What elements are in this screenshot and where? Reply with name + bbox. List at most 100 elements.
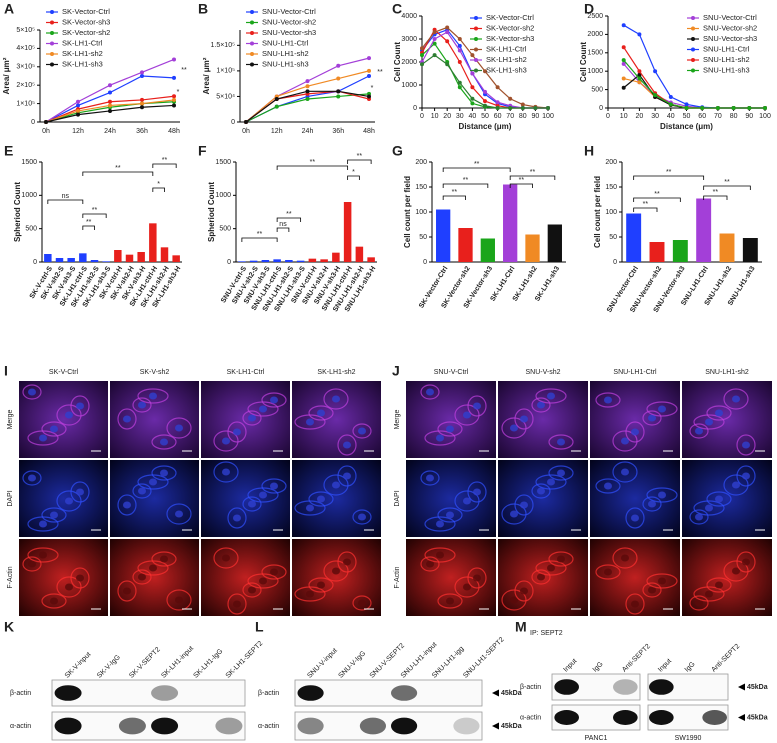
point [700, 106, 705, 110]
cell [689, 509, 709, 525]
cell [625, 593, 645, 615]
column-label: SNU-V-Ctrl [434, 369, 469, 376]
series-line [421, 42, 548, 109]
marker-arrow [492, 689, 499, 697]
cell [625, 507, 645, 529]
bar [55, 258, 64, 262]
y-tick-label: 1500 [21, 159, 37, 166]
x-tick-label: 30 [651, 113, 659, 120]
significance: * [352, 169, 355, 176]
legend-marker [250, 10, 254, 14]
lane-label: Anti-SEPT2 [710, 643, 741, 674]
y-tick-label: 2×10⁵ [16, 82, 35, 89]
bracket [442, 167, 511, 172]
micrograph [19, 460, 108, 537]
panel-letter: L [255, 619, 264, 635]
bracket [633, 207, 658, 212]
lane-label: IgG [684, 661, 697, 674]
nucleus [473, 574, 481, 582]
y-axis-label: Area/ μm² [2, 57, 11, 94]
y-tick-label: 50 [419, 234, 427, 241]
bar [696, 198, 712, 262]
nucleus [76, 574, 84, 582]
point [336, 94, 341, 99]
group-label: PANC1 [585, 735, 608, 742]
series-line [623, 59, 765, 109]
bracket [633, 175, 705, 180]
point [637, 72, 642, 77]
nucleus [537, 573, 545, 581]
point [172, 57, 176, 62]
nucleus [138, 401, 146, 409]
cell [548, 551, 574, 567]
y-tick-label: 0 [613, 259, 617, 266]
nucleus [648, 500, 656, 508]
y-tick-label: 1000 [401, 82, 417, 89]
bar [626, 213, 642, 262]
point [668, 94, 673, 99]
band [297, 717, 324, 735]
legend-marker [50, 10, 54, 14]
legend-label: SNU-LH1-Ctrl [262, 38, 309, 47]
point [305, 97, 310, 101]
significance: ** [452, 189, 458, 196]
band [453, 717, 480, 735]
marker-label: 45kDa [501, 690, 522, 697]
band [297, 685, 324, 701]
point [336, 76, 341, 81]
column-label: SNU-V-sh2 [525, 369, 560, 376]
column-label: SK-LH1-Ctrl [227, 369, 265, 376]
micrograph [110, 539, 199, 616]
legend-marker [50, 31, 54, 35]
y-tick-label: 2000 [587, 31, 603, 38]
significance: * [371, 85, 374, 92]
nucleus [604, 396, 612, 404]
legend-marker [474, 47, 478, 52]
micrograph [682, 460, 772, 537]
y-tick-label: 200 [605, 159, 617, 166]
band [702, 710, 727, 725]
cell [213, 547, 239, 569]
bar [320, 259, 328, 262]
cell [166, 503, 192, 525]
bar [261, 260, 270, 262]
cell [437, 593, 463, 609]
legend-marker [250, 31, 254, 35]
nucleus [123, 501, 131, 509]
significance: ** [643, 201, 649, 208]
point [668, 102, 673, 107]
cell [261, 564, 287, 580]
cell [352, 509, 372, 525]
lane-label: SNU-LH1-SEPT2 [462, 636, 506, 680]
nucleus [149, 564, 157, 572]
group-label: SW1990 [675, 735, 702, 742]
y-tick-label: 2500 [587, 13, 603, 20]
x-tick-label: 48h [168, 128, 180, 135]
x-tick-label: 48h [363, 128, 375, 135]
bracket [703, 185, 751, 190]
nucleus [248, 414, 256, 422]
cell [646, 573, 678, 589]
point [520, 106, 525, 110]
y-axis-label: Cell count per field [593, 176, 602, 248]
cell [420, 384, 440, 400]
y-tick-label: 1.5×10⁵ [210, 42, 235, 49]
nucleus [123, 587, 131, 595]
nucleus [715, 409, 723, 417]
point [140, 97, 144, 102]
cell [166, 589, 192, 611]
bracket [82, 171, 154, 176]
nucleus [358, 427, 366, 435]
legend-marker [474, 58, 478, 62]
row-label: β-actin [520, 684, 541, 691]
point [420, 62, 424, 67]
nucleus [436, 434, 444, 442]
point [637, 76, 642, 81]
point [533, 106, 538, 110]
nucleus [233, 428, 241, 436]
nucleus [547, 478, 555, 486]
bracket [241, 237, 278, 242]
point [457, 48, 462, 53]
nucleus [343, 472, 351, 480]
